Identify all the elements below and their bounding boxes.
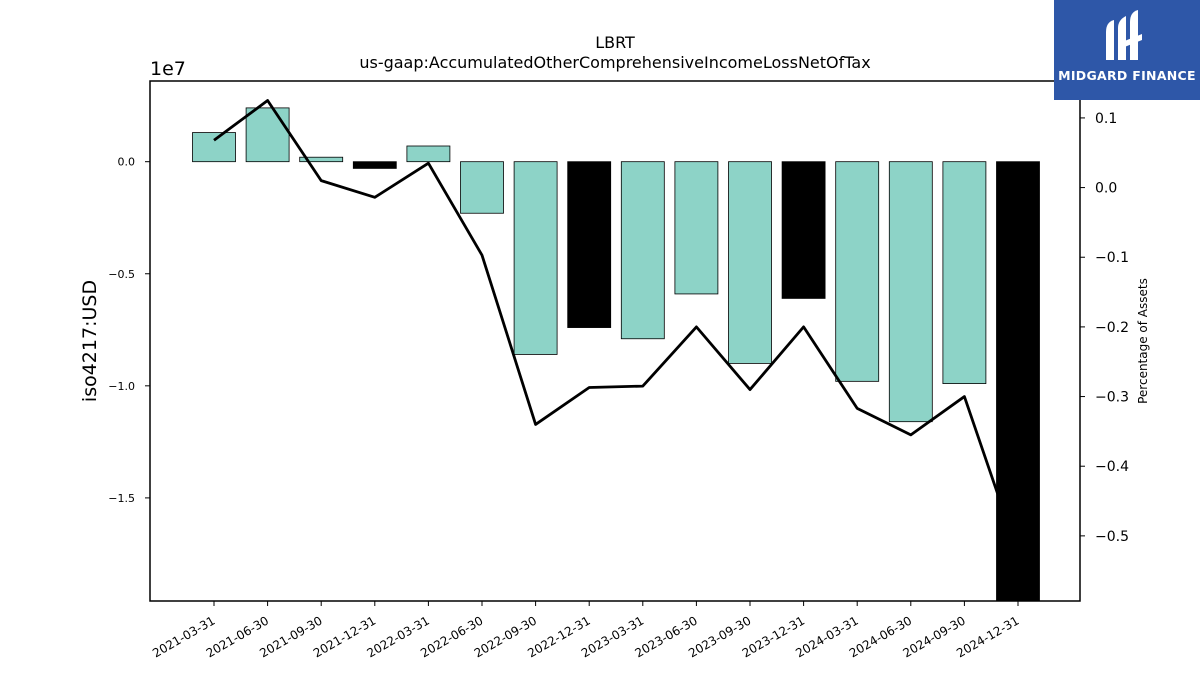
bar xyxy=(888,161,933,423)
y-tick-label: −0.5 xyxy=(108,268,135,281)
y2-axis-label: Percentage of Assets xyxy=(1136,278,1150,404)
bar xyxy=(996,161,1040,602)
bar xyxy=(192,132,236,163)
plot-frame xyxy=(149,80,1081,602)
y2-tick-label: −0.3 xyxy=(1095,390,1129,406)
y2-tick-label: −0.4 xyxy=(1095,459,1129,475)
y-ticks-group: 0.0 −0.5 −1.0 −1.5 xyxy=(108,156,150,505)
bars-group xyxy=(192,107,1040,602)
y2-tick-label: 0.0 xyxy=(1095,181,1117,197)
chart-subtitle: us-gaap:AccumulatedOtherComprehensiveInc… xyxy=(359,53,870,72)
y-tick-label: −1.0 xyxy=(108,380,135,393)
bar xyxy=(460,161,504,214)
y-scale-label: 1e7 xyxy=(150,58,186,80)
y2-tick-label: −0.2 xyxy=(1095,320,1129,336)
bar xyxy=(835,161,880,382)
bar xyxy=(674,161,719,295)
midgard-logo-icon xyxy=(1106,10,1142,60)
y-axis-label: iso4217:USD xyxy=(79,280,101,402)
chart-title: LBRT xyxy=(595,33,635,52)
bar xyxy=(781,161,826,299)
line-group xyxy=(213,99,1020,554)
y2-tick-label: −0.1 xyxy=(1095,250,1129,266)
bar xyxy=(299,156,344,163)
bar xyxy=(728,161,772,364)
logo-text: MIDGARD FINANCE xyxy=(1058,68,1196,83)
percentage-of-assets-line xyxy=(213,99,1020,554)
midgard-finance-logo: MIDGARD FINANCE xyxy=(1054,0,1200,100)
y-tick-label: 0.0 xyxy=(118,156,136,169)
bar xyxy=(406,145,451,163)
x-ticks-group: 2021-03-312021-06-302021-09-302021-12-31… xyxy=(150,601,1022,660)
bar xyxy=(942,161,987,384)
y2-ticks-group: 0.1 0.0 −0.1 −0.2 −0.3 −0.4 −0.5 xyxy=(1080,111,1129,545)
bar xyxy=(352,161,397,169)
y-tick-label: −1.5 xyxy=(108,492,135,505)
bar xyxy=(513,161,558,355)
bar xyxy=(567,161,612,328)
y2-tick-label: 0.1 xyxy=(1095,111,1117,127)
y2-tick-label: −0.5 xyxy=(1095,529,1129,545)
bar xyxy=(245,107,290,163)
bar xyxy=(620,161,665,340)
